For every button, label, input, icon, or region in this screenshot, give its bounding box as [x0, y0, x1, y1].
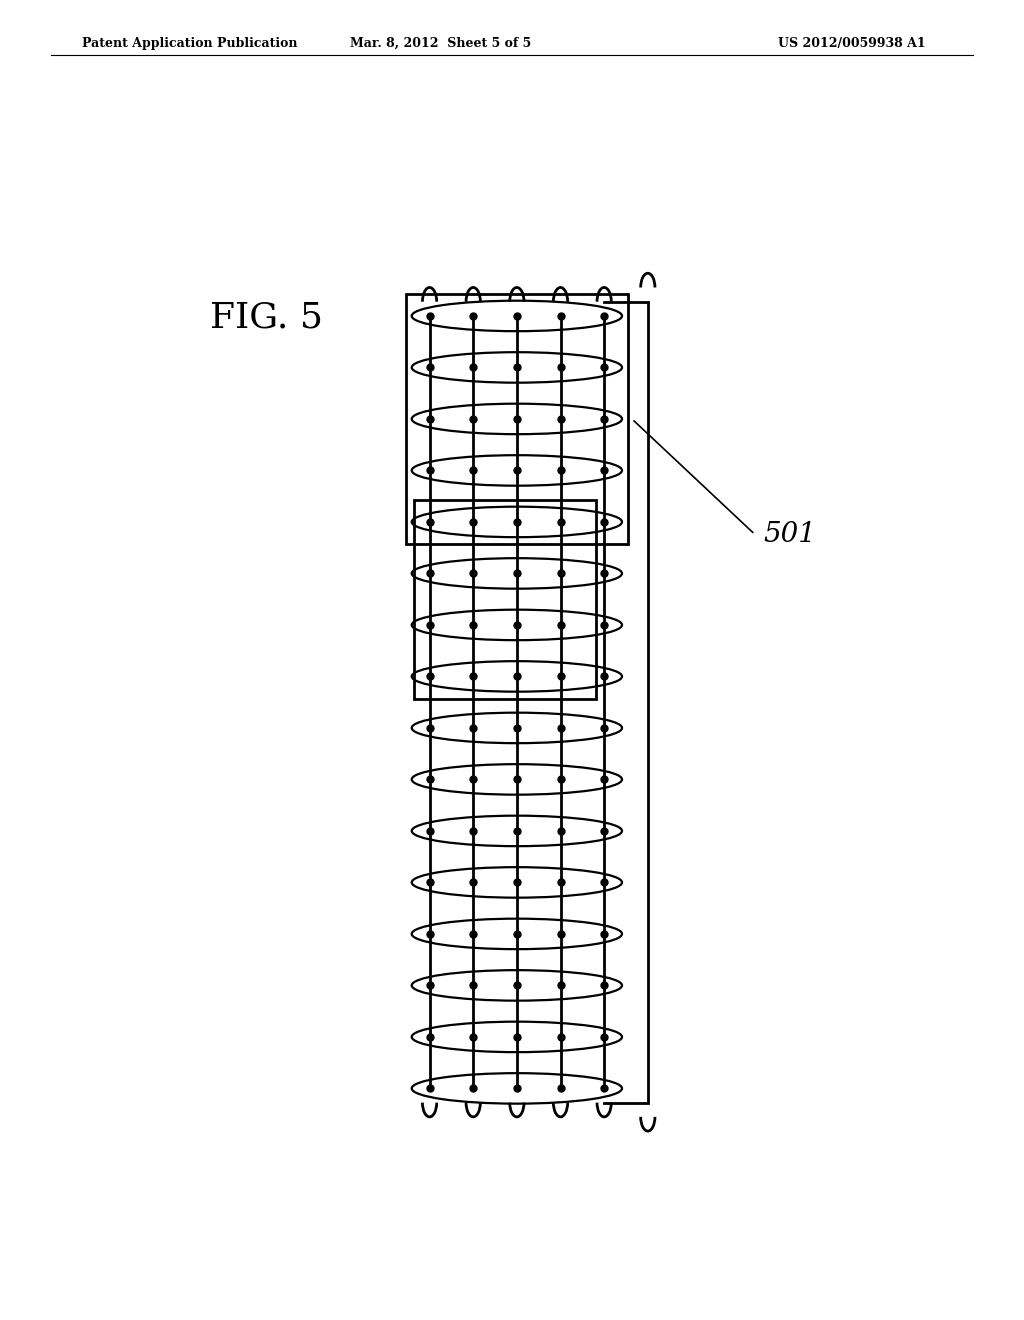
Text: FIG. 5: FIG. 5 [210, 301, 324, 335]
Text: Patent Application Publication: Patent Application Publication [82, 37, 297, 50]
Text: US 2012/0059938 A1: US 2012/0059938 A1 [778, 37, 926, 50]
Text: 501: 501 [763, 521, 816, 548]
Bar [406, 293, 628, 544]
Bar [414, 499, 596, 698]
Text: Mar. 8, 2012  Sheet 5 of 5: Mar. 8, 2012 Sheet 5 of 5 [349, 37, 531, 50]
